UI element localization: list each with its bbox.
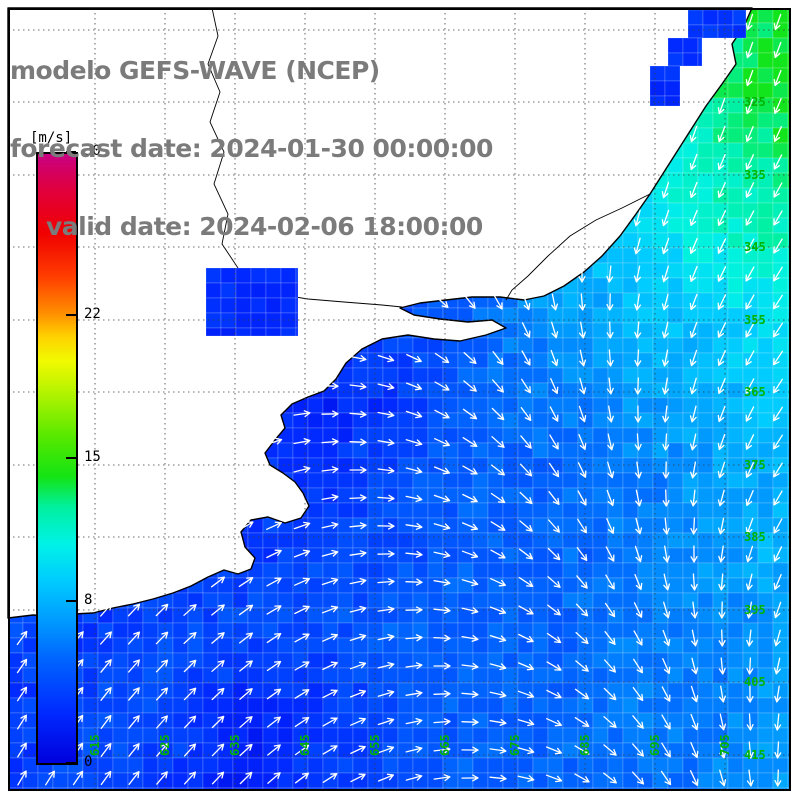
axis-label-bottom: 635 [228,734,242,756]
axis-label-right: 385 [744,530,766,544]
colorbar-tickmark [66,151,76,153]
valid-date: valid date: 2024-02-06 18:00:00 [46,212,483,241]
axis-label-right: 395 [744,603,766,617]
colorbar-tickmark [66,762,76,764]
axis-label-bottom: 705 [718,734,732,756]
axis-label-right: 405 [744,675,766,689]
axis-label-bottom: 675 [508,734,522,756]
axis-label-right: 375 [744,458,766,472]
colorbar-unit-label: [m/s] [30,130,73,146]
axis-labels: 325 335 345 355 365 375 385 395 405 415 615 625 635 6… [88,95,766,762]
axis-label-right: 355 [744,313,766,327]
axis-label-bottom: 615 [88,734,102,756]
axis-label-bottom: 645 [298,734,312,756]
colorbar-tick-label-0: 0 [84,754,93,770]
header-block: modelo GEFS-WAVE (NCEP) forecast date: 2… [10,6,493,292]
inland-water-cells [205,9,747,337]
axis-label-bottom: 625 [158,734,172,756]
axis-label-bottom: 685 [578,734,592,756]
inland-border-line [505,193,651,301]
axis-label-bottom: 655 [368,734,382,756]
colorbar-tickmark [66,457,76,459]
axis-label-right: 335 [744,168,766,182]
colorbar-tick-label-30: 30 [84,143,101,159]
axis-label-right: 345 [744,240,766,254]
axis-label-right: 325 [744,95,766,109]
land-mass [7,7,753,619]
model-title: modelo GEFS-WAVE (NCEP) [10,56,380,85]
axis-label-right: 365 [744,385,766,399]
colorbar-tick-label-15: 15 [84,449,101,465]
colorbar-tick-label-8: 8 [84,592,93,608]
forecast-date: forecast date: 2024-01-30 00:00:00 [10,134,493,163]
axis-label-bottom: 665 [438,734,452,756]
colorbar-tickmark [66,314,76,316]
axis-label-bottom: 695 [648,734,662,756]
wave-direction-arrows [16,13,784,787]
inland-border-line [207,7,403,308]
colorbar-tickmark [66,600,76,602]
axis-label-right: 415 [744,748,766,762]
map-frame [8,8,791,791]
colorbar-tick-label-22: 22 [84,306,101,322]
